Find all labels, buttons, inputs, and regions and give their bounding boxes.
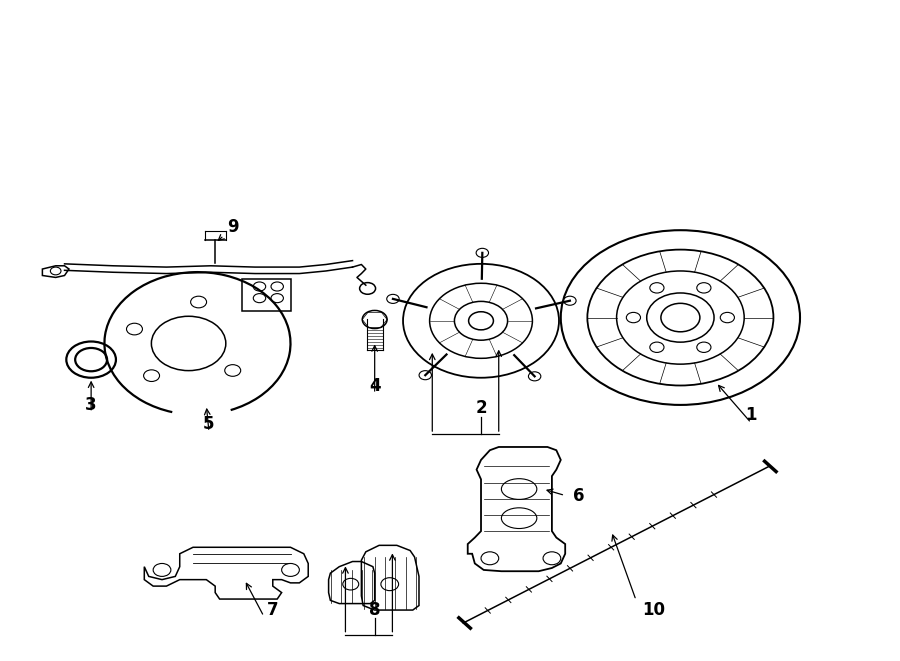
Circle shape (563, 296, 576, 305)
Circle shape (661, 303, 700, 332)
Text: 6: 6 (572, 486, 584, 504)
Text: 5: 5 (203, 415, 215, 434)
Text: 10: 10 (643, 601, 665, 619)
Circle shape (650, 342, 664, 352)
Text: 9: 9 (227, 218, 239, 236)
Circle shape (387, 294, 399, 303)
Text: 1: 1 (745, 406, 757, 424)
Circle shape (469, 312, 493, 330)
Circle shape (697, 283, 711, 293)
Text: 3: 3 (86, 396, 97, 414)
Circle shape (626, 313, 641, 323)
Text: 2: 2 (475, 399, 487, 417)
Circle shape (720, 313, 734, 323)
Circle shape (650, 283, 664, 293)
Text: 8: 8 (369, 601, 381, 619)
Circle shape (697, 342, 711, 352)
Circle shape (363, 311, 387, 329)
Text: 4: 4 (369, 377, 381, 395)
Circle shape (419, 371, 431, 379)
Circle shape (528, 371, 541, 381)
Circle shape (476, 249, 489, 257)
Text: 7: 7 (267, 601, 279, 619)
